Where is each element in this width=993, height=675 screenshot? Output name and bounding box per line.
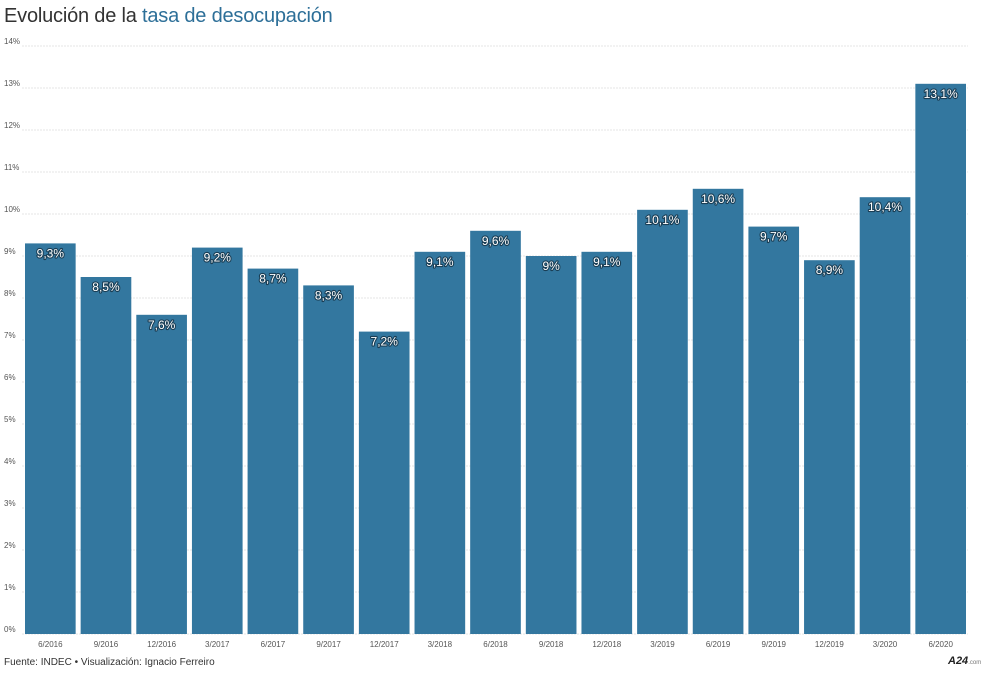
y-tick-label: 0%	[4, 625, 16, 634]
y-tick-label: 10%	[4, 205, 20, 214]
source-note: Fuente: INDEC • Visualización: Ignacio F…	[4, 657, 215, 668]
data-label: 8,3%	[315, 288, 343, 302]
bar	[637, 209, 688, 635]
y-tick-label: 8%	[4, 289, 16, 298]
bar	[136, 314, 187, 634]
y-tick-label: 9%	[4, 247, 16, 256]
x-tick-label: 3/2017	[205, 640, 230, 649]
data-label: 10,4%	[868, 200, 902, 214]
data-label: 9%	[542, 259, 560, 273]
bar	[915, 83, 966, 635]
data-label: 8,5%	[92, 280, 120, 294]
bar	[80, 277, 132, 634]
y-tick-label: 2%	[4, 541, 16, 550]
bar	[525, 256, 577, 634]
bar	[25, 243, 76, 634]
bar	[748, 226, 800, 634]
chart-title: Evolución de la tasa de desocupación	[4, 5, 333, 28]
x-tick-label: 3/2018	[428, 640, 453, 649]
bar	[358, 331, 410, 634]
x-tick-label: 6/2019	[706, 640, 731, 649]
data-label: 9,2%	[204, 251, 232, 265]
data-labels: 9,3% 8,5% 7,6% 9,2% 8,7% 8,3% 7,2% 9,1% 9,6% 9% 9,…	[36, 86, 960, 350]
data-label: 7,2%	[371, 335, 399, 349]
y-tick-label: 13%	[4, 79, 20, 88]
x-tick-label: 6/2018	[483, 640, 508, 649]
x-tick-label: 3/2019	[650, 640, 675, 649]
x-tick-label: 12/2016	[147, 640, 176, 649]
y-tick-label: 3%	[4, 499, 16, 508]
y-tick-label: 11%	[4, 163, 19, 172]
x-tick-label: 6/2020	[928, 640, 953, 649]
bar	[247, 268, 299, 634]
data-label: 8,9%	[816, 263, 844, 277]
data-label: 9,1%	[426, 255, 454, 269]
x-tick-label: 6/2017	[261, 640, 286, 649]
bar	[414, 251, 466, 635]
data-label: 9,6%	[482, 234, 510, 248]
bar	[303, 285, 354, 634]
chart-title-highlight: tasa de desocupación	[142, 5, 333, 27]
bar	[470, 230, 521, 635]
x-tick-label: 9/2018	[539, 640, 564, 649]
x-tick-label: 12/2017	[370, 640, 399, 649]
data-label: 9,7%	[760, 230, 788, 244]
bar	[859, 197, 911, 634]
x-tick-label: 12/2019	[815, 640, 844, 649]
y-tick-label: 1%	[4, 583, 16, 592]
a24-logo: A24.com	[948, 655, 981, 667]
x-tick-label: 9/2017	[316, 640, 341, 649]
bar	[191, 247, 243, 634]
data-label: 8,7%	[259, 272, 287, 286]
x-axis-ticks: 6/2016 9/2016 12/2016 3/2017 6/2017 9/2017 12/…	[38, 640, 953, 649]
y-tick-label: 5%	[4, 415, 16, 424]
data-label: 9,1%	[593, 255, 621, 269]
y-tick-label: 12%	[4, 121, 20, 130]
bars	[25, 83, 966, 635]
x-tick-label: 3/2020	[873, 640, 898, 649]
data-label: 9,3%	[37, 246, 65, 260]
logo-main: A24	[948, 655, 969, 667]
x-tick-label: 9/2019	[762, 640, 787, 649]
bar	[804, 260, 855, 634]
bar	[581, 251, 633, 635]
data-label: 10,6%	[701, 192, 735, 206]
bar	[692, 188, 744, 635]
logo-suffix: .com	[968, 660, 982, 666]
y-tick-label: 6%	[4, 373, 16, 382]
x-tick-label: 9/2016	[94, 640, 119, 649]
y-tick-label: 4%	[4, 457, 16, 466]
data-label: 13,1%	[924, 87, 958, 101]
chart-title-prefix: Evolución de la	[4, 5, 137, 27]
data-label: 7,6%	[148, 318, 176, 332]
data-label: 10,1%	[645, 213, 679, 227]
x-tick-label: 12/2018	[592, 640, 621, 649]
y-tick-label: 14%	[4, 37, 20, 46]
y-tick-label: 7%	[4, 331, 16, 340]
y-axis-ticks: 0% 1% 2% 3% 4% 5% 6% 7% 8% 9% 10% 11% 12% 13% 14%	[4, 37, 20, 634]
x-tick-label: 6/2016	[38, 640, 63, 649]
